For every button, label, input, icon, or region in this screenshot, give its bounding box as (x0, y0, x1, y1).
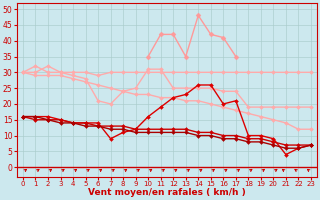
X-axis label: Vent moyen/en rafales ( km/h ): Vent moyen/en rafales ( km/h ) (88, 188, 246, 197)
